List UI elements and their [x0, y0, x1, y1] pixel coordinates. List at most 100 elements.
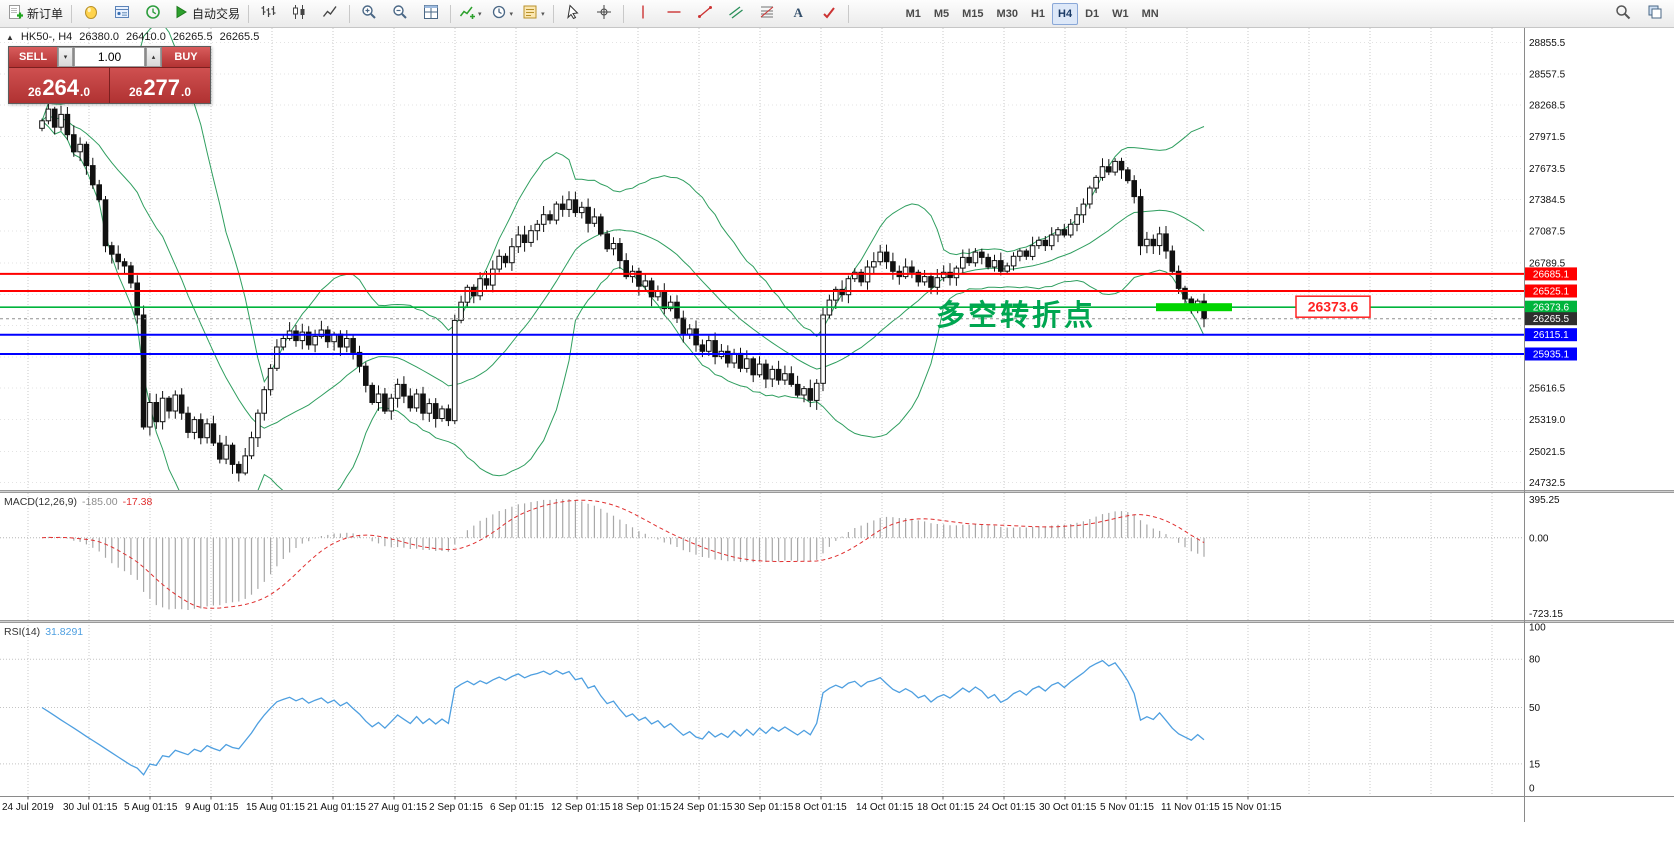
time-axis[interactable]: 24 Jul 2019 30 Jul 01:15 5 Aug 01:15 9 Aug … — [0, 796, 1674, 813]
price-badge: 25935.1 — [1533, 350, 1570, 361]
buy-button[interactable]: BUY — [162, 47, 210, 67]
zoom-out-icon — [392, 4, 408, 23]
chart-canvas[interactable]: 多空转折点 26373.6 MACD(12,26,9) -185.00 -17.38 RS… — [0, 28, 1674, 822]
time-label: 15 Aug 01:15 — [246, 802, 305, 813]
time-label: 30 Sep 01:15 — [734, 802, 794, 813]
rsi-axis-label: 50 — [1529, 703, 1541, 714]
timeframe-M1[interactable]: M1 — [905, 7, 921, 20]
zoom-out-button[interactable] — [385, 2, 415, 26]
volume-increase-icon[interactable]: ▴ — [146, 47, 161, 67]
text-button[interactable]: A — [783, 2, 813, 26]
search-icon — [1615, 4, 1631, 23]
vertical-line-button[interactable] — [628, 2, 658, 26]
candlestick-button[interactable] — [284, 2, 314, 26]
ohlc-close: 26265.5 — [219, 31, 260, 43]
time-label: 18 Oct 01:15 — [917, 802, 975, 813]
toolbar-separator — [450, 4, 452, 23]
bar-chart-button[interactable] — [253, 2, 283, 26]
cursor-button[interactable] — [558, 2, 588, 26]
chevron-down-icon: ▾ — [478, 10, 482, 18]
chart-symbol-period: HK50-, H4 — [20, 31, 73, 43]
chart-background — [0, 28, 1674, 822]
annotation-text[interactable]: 多空转折点 — [936, 298, 1096, 332]
trendline-button[interactable] — [690, 2, 720, 26]
price-tick-label: 28268.5 — [1529, 101, 1566, 112]
data-window-button[interactable] — [107, 2, 137, 26]
channel-button[interactable] — [721, 2, 751, 26]
price-badge: 26373.6 — [1533, 303, 1570, 314]
time-label: 15 Nov 01:15 — [1222, 802, 1282, 813]
zoom-in-button[interactable] — [354, 2, 384, 26]
time-label: 27 Aug 01:15 — [368, 802, 427, 813]
timeframe-M30[interactable]: M30 — [996, 7, 1018, 20]
price-axis[interactable]: 28855.5 28557.5 28268.5 27971.5 27673.5 27384… — [1524, 28, 1566, 822]
new-order-button[interactable]: 新订单 — [4, 2, 67, 26]
tile-windows-icon — [423, 4, 439, 23]
toolbar-separator — [349, 4, 351, 23]
timeframe-D1[interactable]: D1 — [1085, 7, 1100, 20]
one-click-collapse-icon[interactable]: ▲ — [6, 32, 14, 42]
candlesticks[interactable] — [39, 99, 1207, 482]
price-tick-label: 25021.5 — [1529, 447, 1566, 458]
zoom-in-icon — [361, 4, 377, 23]
cursor-icon — [565, 4, 581, 23]
toolbar: 新订单 自动交易 ▾ ▾ ▾ A M1 M5 M15 M30 H1 H4 D1 W1 MN — [0, 0, 1674, 28]
timeframe-W1[interactable]: W1 — [1112, 7, 1129, 20]
price-tick-label: 27087.5 — [1529, 227, 1566, 238]
ohlc-low: 26265.5 — [172, 31, 213, 43]
price-tick-label: 28557.5 — [1529, 70, 1566, 81]
fibonacci-button[interactable] — [752, 2, 782, 26]
timeframe-M5[interactable]: M5 — [933, 7, 950, 20]
metaeditor-button[interactable] — [76, 2, 106, 26]
time-label: 30 Jul 01:15 — [63, 802, 118, 813]
price-tick-label: 27384.5 — [1529, 195, 1566, 206]
volume-input[interactable] — [75, 48, 144, 66]
rsi-pane: RSI(14) 31.8291 — [0, 626, 1524, 776]
sell-button[interactable]: SELL — [9, 47, 57, 67]
timeframe-M15[interactable]: M15 — [962, 7, 984, 20]
sell-price[interactable]: 26 264.0 — [9, 68, 109, 103]
search-button[interactable] — [1608, 2, 1638, 26]
periods-button[interactable]: ▾ — [487, 2, 518, 26]
highlight-segment[interactable] — [1156, 303, 1232, 312]
text-icon: A — [790, 4, 806, 23]
time-label: 24 Sep 01:15 — [673, 802, 733, 813]
timeframe-H4[interactable]: H4 — [1052, 2, 1079, 25]
arrows-button[interactable] — [814, 2, 844, 26]
layers-icon — [1647, 4, 1663, 23]
price-callout[interactable]: 26373.6 — [1295, 295, 1371, 318]
price-tick-label: 28855.5 — [1529, 38, 1566, 49]
ohlc-open: 26380.0 — [79, 31, 120, 43]
time-label: 24 Oct 01:15 — [978, 802, 1036, 813]
line-chart-button[interactable] — [315, 2, 345, 26]
pane-splitters[interactable] — [0, 490, 1674, 623]
volume-decrease-icon[interactable]: ▾ — [58, 47, 73, 67]
time-label: 18 Sep 01:15 — [612, 802, 672, 813]
status-bar-area — [0, 822, 1674, 863]
buy-price[interactable]: 26 277.0 — [110, 68, 210, 103]
indicators-icon — [459, 4, 476, 23]
chevron-down-icon: ▾ — [509, 10, 514, 18]
autotrade-button[interactable]: 自动交易 — [169, 2, 244, 26]
time-label: 2 Sep 01:15 — [429, 802, 483, 813]
navigator-button[interactable] — [138, 2, 168, 26]
time-label: 12 Sep 01:15 — [551, 802, 611, 813]
horizontal-line-button[interactable] — [659, 2, 689, 26]
periods-icon — [491, 4, 507, 23]
fibonacci-icon — [759, 4, 775, 23]
toolbar-right-group — [1608, 2, 1670, 26]
layers-button[interactable] — [1640, 2, 1670, 26]
time-label: 6 Sep 01:15 — [490, 802, 544, 813]
time-label: 11 Nov 01:15 — [1161, 802, 1220, 813]
level-lines[interactable] — [0, 272, 1524, 355]
toolbar-separator — [622, 4, 624, 23]
timeframe-MN[interactable]: MN — [1141, 7, 1159, 20]
metaeditor-icon — [83, 4, 99, 23]
crosshair-button[interactable] — [589, 2, 619, 26]
templates-button[interactable]: ▾ — [518, 2, 549, 26]
timeframe-H1[interactable]: H1 — [1030, 7, 1046, 20]
indicators-button[interactable]: ▾ — [455, 2, 486, 26]
tile-windows-button[interactable] — [416, 2, 446, 26]
bollinger-bands[interactable] — [41, 28, 1205, 527]
